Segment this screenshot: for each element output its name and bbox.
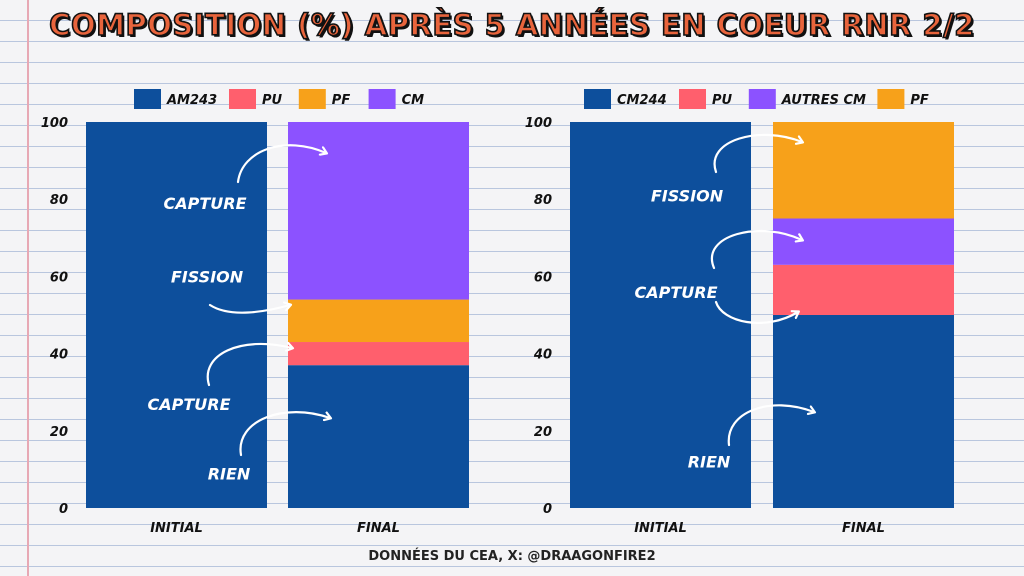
- legend-swatch: [877, 89, 905, 109]
- y-tick-label: 40: [49, 348, 68, 363]
- arrow-annotation: [727, 404, 814, 447]
- y-tick-label: 60: [50, 270, 68, 285]
- y-tick-label: 100: [41, 116, 68, 131]
- y-tick-label: 80: [534, 193, 552, 208]
- annotation-label: CAPTURE: [147, 395, 230, 414]
- y-tick-label: 80: [50, 193, 68, 208]
- legend-label: CM: [402, 93, 425, 108]
- annotations: CAPTURE FISSION CAPTURE RIEN: [147, 144, 330, 483]
- x-tick-label: FINAL: [357, 521, 400, 536]
- legend-swatch: [229, 89, 256, 109]
- annotation-label: RIEN: [688, 453, 731, 472]
- legend-swatch: [584, 89, 611, 109]
- annotation-label: RIEN: [208, 464, 251, 483]
- x-tick-label: INITIAL: [634, 521, 687, 536]
- bar-segment-cm: [288, 122, 469, 300]
- legend-label: PU: [262, 93, 283, 108]
- arrow-annotation: [208, 305, 290, 314]
- legend-label: CM244: [617, 93, 667, 108]
- arrow-annotation: [710, 229, 802, 270]
- legend-label: AUTRES CM: [781, 93, 866, 108]
- bar-segment-am243: [86, 122, 267, 508]
- y-tick-label: 40: [533, 348, 552, 363]
- legend-swatch: [298, 89, 326, 109]
- y-tick-label: 20: [534, 425, 552, 440]
- y-tick-label: 0: [59, 502, 68, 517]
- arrow-annotation: [713, 133, 802, 174]
- bar-segment-cm244: [773, 315, 954, 508]
- arrow-annotation: [236, 144, 326, 184]
- bars: [86, 122, 469, 508]
- y-tick-label: 100: [525, 116, 552, 131]
- y-axis-ticks: 0 20 40 60 80 100: [41, 116, 68, 517]
- bar-segment-am243: [288, 365, 469, 508]
- legend-swatch: [134, 89, 161, 109]
- legend-label: PF: [332, 93, 351, 108]
- bar-segment-pf: [288, 299, 469, 343]
- y-tick-label: 0: [543, 502, 552, 517]
- y-tick-label: 60: [534, 270, 552, 285]
- x-tick-label: INITIAL: [150, 521, 203, 536]
- legend-label: PF: [910, 93, 929, 108]
- chart-2: 0 20 40 60 80 100 INITIAL FINAL CM244 PU AUTRES CM…: [525, 89, 954, 536]
- bars: [570, 122, 954, 508]
- arrow-annotation: [714, 300, 798, 324]
- source-footer: DONNÉES DU CEA, X: @DRAAGONFIRE2: [368, 549, 656, 564]
- x-tick-label: FINAL: [842, 521, 885, 536]
- legend-label: PU: [712, 93, 733, 108]
- bar-segment-autres-cm: [773, 218, 954, 265]
- bar-segment-pf: [773, 122, 954, 219]
- annotation-label: FISSION: [651, 186, 724, 205]
- legend-swatch: [368, 89, 396, 109]
- legend-swatch: [679, 89, 706, 109]
- bar-segment-pu: [773, 264, 954, 315]
- arrow-annotation: [239, 411, 330, 457]
- annotation-label: CAPTURE: [634, 283, 717, 302]
- y-axis-ticks: 0 20 40 60 80 100: [525, 116, 552, 517]
- bar-segment-cm244: [570, 122, 751, 508]
- legend: CM244 PU AUTRES CM PF: [584, 89, 929, 109]
- annotations: FISSION CAPTURE RIEN: [634, 133, 814, 472]
- chart-1: 0 20 40 60 80 100 INITIAL FINAL AM243 PU PF CM CAPTU…: [41, 89, 469, 536]
- annotation-label: CAPTURE: [163, 194, 246, 213]
- y-tick-label: 20: [50, 425, 68, 440]
- legend: AM243 PU PF CM: [134, 89, 424, 109]
- legend-swatch: [748, 89, 776, 109]
- annotation-label: FISSION: [171, 267, 244, 286]
- page-title: COMPOSITION (%) APRÈS 5 ANNÉES EN COEUR …: [48, 7, 975, 43]
- bar-segment-pu: [288, 342, 469, 366]
- legend-label: AM243: [166, 93, 217, 108]
- arrow-annotation: [206, 344, 292, 387]
